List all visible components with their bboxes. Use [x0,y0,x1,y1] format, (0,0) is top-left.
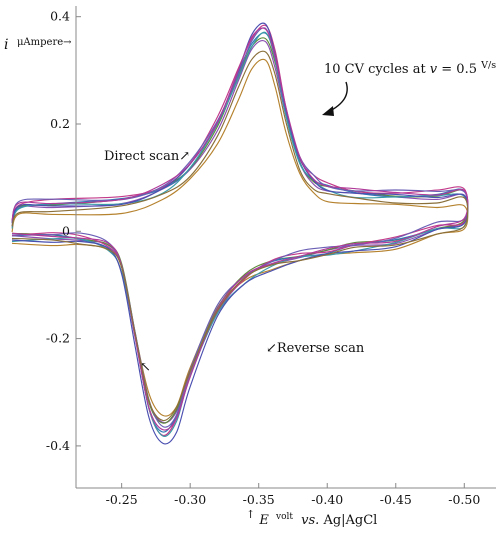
direct-scan-label: Direct scan↗ [104,149,190,164]
cv-cycle-line [11,32,469,433]
x-tick-label: -0.30 [174,492,206,507]
x-axis-ref: Ag|AgCl [322,513,377,528]
y-tick-label: 0.2 [50,116,70,131]
x-axis-symbol: E [258,513,269,528]
axes [75,6,496,489]
cv-cycle-line [11,27,469,431]
cycles-arrowhead [322,106,334,116]
y-tick-label: 0 [62,223,70,238]
x-tick-label: -0.25 [106,492,138,507]
cv-cycle-line [11,27,469,428]
x-axis-unit: volt [275,512,293,522]
x-axis-label: ↑ E volt vs. Ag|AgCl [246,507,377,528]
cycles-annotation: 10 CV cycles at 𝑣 = 0.5 V/s [324,60,496,77]
x-axis-arrow: ↑ [246,508,255,521]
cycles-arrow [327,81,348,113]
y-axis-label: i μAmpere→ [4,37,72,53]
y-tick-label: -0.4 [46,438,70,453]
cv-cycle-line [11,24,469,437]
x-tick-label: -0.40 [311,492,343,507]
y-axis-symbol: i [4,37,8,53]
cv-cycle-line [11,31,469,437]
cv-curves [11,22,469,445]
x-axis-vs: vs. [301,513,319,528]
y-tick-label: -0.2 [46,331,70,346]
cv-cycle-line [11,50,469,422]
reverse-scan-label: ↙Reverse scan [266,341,365,356]
cycles-annotation-unit: V/s [480,60,496,71]
y-tick-label: 0.4 [50,9,70,24]
y-axis-unit: μAmpere→ [17,37,72,48]
reverse-direction-arrow: ↖ [140,360,151,375]
x-tick-label: -0.35 [243,492,275,507]
x-tick-label: -0.45 [380,492,412,507]
tick-group: -0.25 -0.30 -0.35 -0.40 -0.45 -0.50 0.4 0.2 0 -0.… [46,9,480,507]
cycles-annotation-text: 10 CV cycles at 𝑣 = 0.5 [324,62,477,77]
x-tick-label: -0.50 [448,492,480,507]
